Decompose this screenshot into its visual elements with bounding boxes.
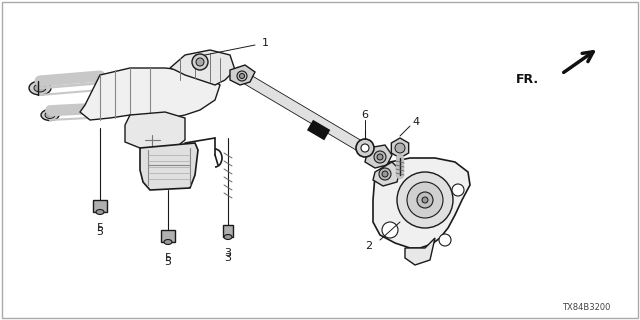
- Text: 3: 3: [225, 253, 232, 263]
- Text: 2: 2: [365, 241, 372, 251]
- Polygon shape: [391, 138, 409, 158]
- Text: 3: 3: [225, 248, 232, 258]
- Circle shape: [422, 197, 428, 203]
- Polygon shape: [373, 162, 400, 186]
- Circle shape: [374, 151, 386, 163]
- Ellipse shape: [41, 109, 59, 121]
- Text: 5: 5: [97, 227, 104, 237]
- Text: 1: 1: [262, 38, 269, 48]
- Circle shape: [377, 154, 383, 160]
- Ellipse shape: [45, 111, 55, 118]
- Polygon shape: [365, 145, 392, 168]
- Ellipse shape: [164, 239, 172, 244]
- Circle shape: [196, 58, 204, 66]
- Ellipse shape: [224, 235, 232, 239]
- Polygon shape: [93, 200, 107, 212]
- Text: FR.: FR.: [516, 73, 540, 85]
- Text: 5: 5: [97, 223, 104, 233]
- Circle shape: [382, 171, 388, 177]
- Text: 4: 4: [412, 117, 420, 127]
- Circle shape: [237, 71, 247, 81]
- Circle shape: [192, 54, 208, 70]
- Text: 6: 6: [362, 110, 369, 120]
- Text: TX84B3200: TX84B3200: [562, 303, 610, 313]
- Ellipse shape: [34, 84, 46, 92]
- Ellipse shape: [29, 81, 51, 95]
- Polygon shape: [230, 65, 255, 85]
- Polygon shape: [80, 68, 220, 120]
- Circle shape: [361, 144, 369, 152]
- Polygon shape: [232, 68, 372, 156]
- Polygon shape: [170, 50, 235, 85]
- Circle shape: [407, 182, 443, 218]
- Circle shape: [439, 234, 451, 246]
- Circle shape: [382, 222, 398, 238]
- Polygon shape: [405, 238, 435, 265]
- Circle shape: [379, 168, 391, 180]
- Polygon shape: [140, 143, 198, 190]
- Text: 5: 5: [164, 253, 172, 263]
- Polygon shape: [223, 225, 233, 237]
- Circle shape: [452, 184, 464, 196]
- Circle shape: [417, 192, 433, 208]
- Polygon shape: [125, 112, 185, 150]
- Ellipse shape: [96, 210, 104, 214]
- Circle shape: [239, 74, 244, 78]
- Polygon shape: [161, 230, 175, 242]
- Polygon shape: [307, 120, 330, 140]
- Circle shape: [395, 143, 405, 153]
- Text: 5: 5: [164, 257, 172, 267]
- Circle shape: [356, 139, 374, 157]
- Polygon shape: [373, 158, 470, 248]
- Circle shape: [397, 172, 453, 228]
